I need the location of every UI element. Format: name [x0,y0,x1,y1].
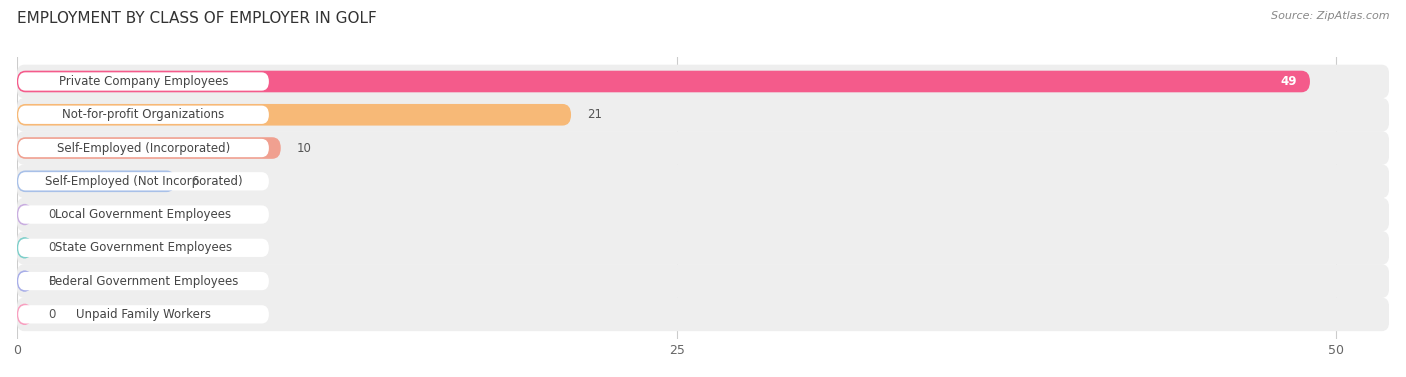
FancyBboxPatch shape [18,106,269,124]
Text: Federal Government Employees: Federal Government Employees [49,274,238,288]
FancyBboxPatch shape [18,305,269,323]
FancyBboxPatch shape [18,205,269,224]
FancyBboxPatch shape [18,172,269,190]
Text: 49: 49 [1281,75,1296,88]
FancyBboxPatch shape [17,104,571,126]
FancyBboxPatch shape [17,270,32,292]
FancyBboxPatch shape [17,264,1389,298]
FancyBboxPatch shape [17,231,1389,265]
Text: EMPLOYMENT BY CLASS OF EMPLOYER IN GOLF: EMPLOYMENT BY CLASS OF EMPLOYER IN GOLF [17,11,377,26]
Text: 6: 6 [191,175,198,188]
FancyBboxPatch shape [18,239,269,257]
Text: 0: 0 [48,274,55,288]
FancyBboxPatch shape [18,72,269,90]
FancyBboxPatch shape [17,198,1389,231]
Text: Self-Employed (Incorporated): Self-Employed (Incorporated) [56,141,231,155]
Text: 21: 21 [586,108,602,121]
FancyBboxPatch shape [17,297,1389,331]
Text: 0: 0 [48,208,55,221]
FancyBboxPatch shape [17,164,1389,198]
Text: Unpaid Family Workers: Unpaid Family Workers [76,308,211,321]
Text: State Government Employees: State Government Employees [55,241,232,254]
FancyBboxPatch shape [17,137,281,159]
FancyBboxPatch shape [17,65,1389,98]
Text: Local Government Employees: Local Government Employees [55,208,232,221]
Text: 0: 0 [48,308,55,321]
FancyBboxPatch shape [17,131,1389,165]
Text: 0: 0 [48,241,55,254]
Text: Not-for-profit Organizations: Not-for-profit Organizations [62,108,225,121]
FancyBboxPatch shape [17,204,32,225]
FancyBboxPatch shape [17,237,32,259]
Text: Source: ZipAtlas.com: Source: ZipAtlas.com [1271,11,1389,21]
Text: Self-Employed (Not Incorporated): Self-Employed (Not Incorporated) [45,175,242,188]
Text: Private Company Employees: Private Company Employees [59,75,228,88]
FancyBboxPatch shape [18,139,269,157]
FancyBboxPatch shape [18,272,269,290]
FancyBboxPatch shape [17,170,176,192]
FancyBboxPatch shape [17,98,1389,132]
FancyBboxPatch shape [17,303,32,325]
Text: 10: 10 [297,141,312,155]
FancyBboxPatch shape [17,71,1310,92]
